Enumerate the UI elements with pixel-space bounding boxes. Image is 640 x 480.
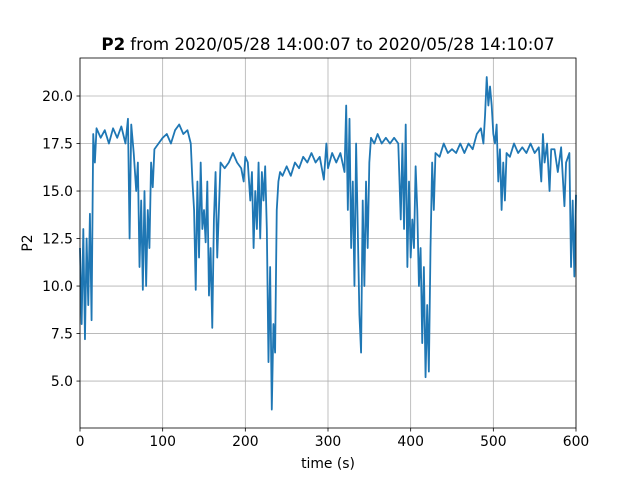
y-tick-label: 17.5 — [42, 137, 73, 153]
x-axis-label: time (s) — [301, 456, 355, 472]
data-line — [79, 76, 577, 411]
y-tick-label: 20.0 — [42, 89, 73, 105]
y-tick-label: 15.0 — [42, 184, 73, 200]
plot-frame — [79, 57, 577, 429]
x-tick-label: 300 — [315, 434, 342, 450]
x-tick-label: 100 — [149, 434, 176, 450]
y-tick-label: 5.0 — [51, 374, 73, 390]
y-axis-label: P2 — [20, 234, 36, 251]
x-tick-label: 0 — [76, 434, 85, 450]
title-bold: P2 — [101, 34, 125, 54]
x-tick-label: 500 — [480, 434, 507, 450]
x-tick-label: 600 — [563, 434, 590, 450]
chart-title: P2 from 2020/05/28 14:00:07 to 2020/05/28… — [101, 34, 554, 54]
x-tick-label: 200 — [232, 434, 259, 450]
y-tick-label: 12.5 — [42, 232, 73, 248]
y-tick-label: 10.0 — [42, 279, 73, 295]
y-tick-label: 7.5 — [51, 327, 73, 343]
x-tick-label: 400 — [397, 434, 424, 450]
title-text: from 2020/05/28 14:00:07 to 2020/05/28 1… — [130, 34, 554, 54]
